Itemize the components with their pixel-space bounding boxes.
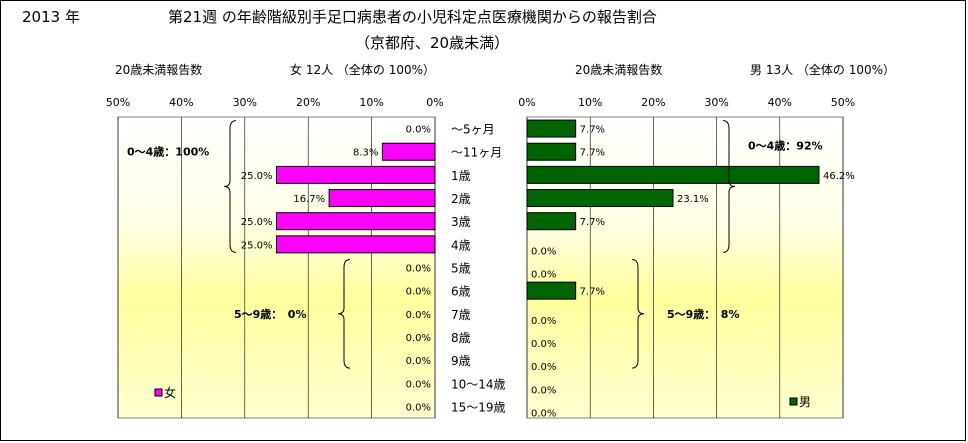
category-label: 1歳 <box>451 169 471 183</box>
male-data-label: 7.7% <box>580 287 605 298</box>
male-bar <box>526 142 577 161</box>
male-x-tick-label: 10% <box>578 96 602 109</box>
male-bar <box>526 281 577 300</box>
male-group-0-4-label: 0～4歳：92% <box>748 139 823 153</box>
female-bar <box>276 235 436 254</box>
female-data-label: 0.0% <box>406 287 431 298</box>
category-label: 3歳 <box>451 215 471 229</box>
category-label: 9歳 <box>451 354 471 368</box>
chart-subtitle: （京都府、20歳未満） <box>355 34 510 52</box>
female-data-label: 0.0% <box>406 125 431 136</box>
male-bar <box>526 212 577 231</box>
male-data-label: 0.0% <box>531 362 556 373</box>
female-data-label: 25.0% <box>241 217 273 228</box>
male-x-tick-label: 0% <box>518 96 535 109</box>
male-legend-swatch <box>789 397 798 406</box>
male-x-tick-label: 20% <box>641 96 665 109</box>
female-x-tick-label: 20% <box>296 96 320 109</box>
male-x-tick-label: 30% <box>704 96 728 109</box>
male-legend-label: 男 <box>799 395 811 409</box>
male-5-9-brace <box>631 259 645 369</box>
female-group-5-9-label: 5～9歳： 0% <box>234 307 306 321</box>
category-label: 10～14歳 <box>451 377 506 391</box>
female-data-label: 16.7% <box>293 194 325 205</box>
year-label: 2013 年 <box>22 8 80 26</box>
male-data-label: 46.2% <box>823 171 855 182</box>
female-bar <box>276 165 436 184</box>
female-data-label: 0.0% <box>406 310 431 321</box>
male-data-label: 23.1% <box>677 194 709 205</box>
female-legend-swatch <box>154 388 163 397</box>
category-label: ～5ヶ月 <box>451 123 495 137</box>
male-data-label: 0.0% <box>531 246 556 257</box>
female-data-label: 0.0% <box>406 356 431 367</box>
female-data-label: 8.3% <box>353 148 378 159</box>
female-0-4-brace <box>223 120 237 253</box>
male-data-label: 0.0% <box>531 408 556 419</box>
female-legend-label: 女 <box>164 385 176 400</box>
male-bar <box>526 119 577 138</box>
male-bar <box>526 165 820 184</box>
male-data-label: 0.0% <box>531 385 556 396</box>
category-label: 5歳 <box>451 262 471 276</box>
female-total-label: 女 12人 （全体の 100%） <box>290 63 436 77</box>
chart-title: 第21週 の年齢階級別手足口病患者の小児科定点医療機関からの報告割合 <box>168 8 657 26</box>
female-data-label: 0.0% <box>406 264 431 275</box>
female-data-label: 25.0% <box>241 240 273 251</box>
female-count-label: 20歳未満報告数 <box>115 63 203 77</box>
female-data-label: 25.0% <box>241 171 273 182</box>
female-bar <box>328 189 436 208</box>
female-x-tick-label: 30% <box>233 96 257 109</box>
category-label: 15～19歳 <box>451 400 506 414</box>
male-data-label: 0.0% <box>531 316 556 327</box>
female-data-label: 0.0% <box>406 333 431 344</box>
female-bar <box>381 142 436 161</box>
male-count-label: 20歳未満報告数 <box>575 63 663 77</box>
category-label: 4歳 <box>451 238 471 252</box>
female-x-tick-label: 0% <box>426 96 443 109</box>
male-x-tick-label: 50% <box>831 96 855 109</box>
category-label: 8歳 <box>451 331 471 345</box>
female-plot-area <box>117 116 436 419</box>
female-x-tick-label: 50% <box>106 96 130 109</box>
female-5-9-brace <box>337 259 351 369</box>
female-x-tick-label: 10% <box>359 96 383 109</box>
category-label: 7歳 <box>451 308 471 322</box>
category-label: 2歳 <box>451 192 471 206</box>
category-label: 6歳 <box>451 285 471 299</box>
female-x-tick-label: 40% <box>169 96 193 109</box>
male-data-label: 0.0% <box>531 339 556 350</box>
male-data-label: 0.0% <box>531 270 556 281</box>
male-data-label: 7.7% <box>580 217 605 228</box>
male-plot-area <box>526 116 844 419</box>
category-label: ～11ヶ月 <box>451 146 502 160</box>
male-data-label: 7.7% <box>580 148 605 159</box>
male-bar <box>526 189 674 208</box>
female-bar <box>276 212 436 231</box>
male-0-4-brace <box>722 120 736 253</box>
female-data-label: 0.0% <box>406 402 431 413</box>
male-x-tick-label: 40% <box>768 96 792 109</box>
female-data-label: 0.0% <box>406 379 431 390</box>
male-data-label: 7.7% <box>580 125 605 136</box>
male-group-5-9-label: 5～9歳： 8% <box>667 307 739 321</box>
male-total-label: 男 13人 （全体の 100%） <box>750 63 896 77</box>
female-group-0-4-label: 0～4歳：100% <box>127 145 209 159</box>
